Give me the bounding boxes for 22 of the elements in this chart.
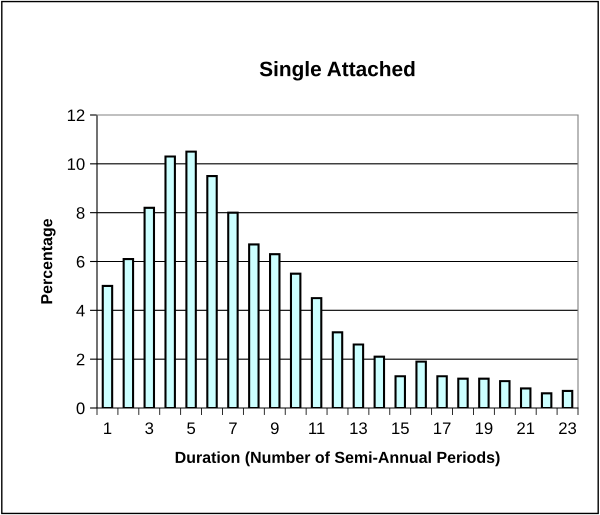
y-tick-label: 2 xyxy=(76,354,84,366)
y-tick-label: 8 xyxy=(76,207,84,219)
y-tick-label: 0 xyxy=(76,402,85,414)
chart-title: Single Attached xyxy=(260,61,414,81)
y-axis-title: Percentage xyxy=(41,218,56,304)
x-tick-label: 23 xyxy=(559,422,576,434)
x-tick-label: 11 xyxy=(309,422,324,434)
x-tick-label: 1 xyxy=(104,422,112,434)
y-tick-label: 10 xyxy=(68,158,85,170)
x-tick-label: 21 xyxy=(517,422,534,434)
x-tick-label: 7 xyxy=(229,422,237,434)
x-tick-label: 17 xyxy=(434,422,450,434)
y-tick-label: 6 xyxy=(76,256,84,268)
x-tick-label: 9 xyxy=(270,422,279,434)
x-tick-label: 3 xyxy=(145,422,154,434)
x-tick-label: 15 xyxy=(392,422,409,434)
x-tick-label: 19 xyxy=(476,422,492,434)
x-axis-title: Duration (Number of Semi-Annual Periods) xyxy=(176,451,500,466)
x-tick-label: 5 xyxy=(187,422,196,434)
x-tick-label: 13 xyxy=(350,422,367,434)
y-tick-label: 4 xyxy=(76,304,85,316)
y-tick-label: 12 xyxy=(68,109,84,122)
